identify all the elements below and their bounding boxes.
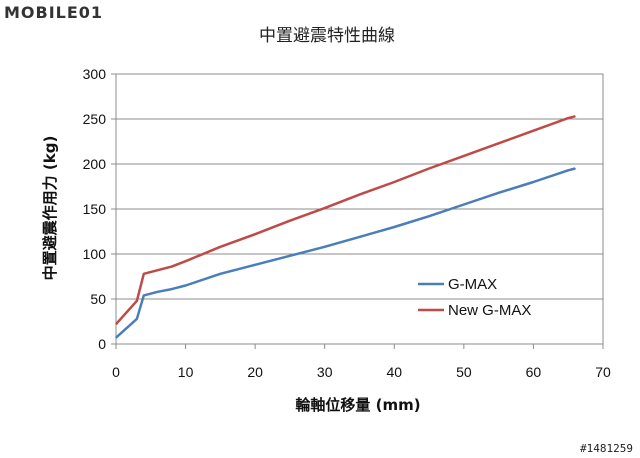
- logo-text: MOBILE01: [4, 3, 103, 22]
- mobile01-logo: MOBILE01: [4, 3, 103, 22]
- x-tick-label: 60: [526, 364, 542, 380]
- data-point: [532, 130, 535, 132]
- data-point: [115, 337, 117, 339]
- x-tick-label: 20: [247, 364, 263, 380]
- data-point: [136, 300, 138, 302]
- data-point: [498, 192, 500, 194]
- data-point: [393, 181, 395, 183]
- series-line-g-max: [115, 167, 576, 339]
- data-point: [532, 181, 535, 183]
- data-point: [219, 273, 221, 275]
- data-point: [184, 284, 187, 287]
- legend: G-MAX New G-MAX: [418, 276, 531, 319]
- data-point: [567, 117, 569, 119]
- data-point: [393, 226, 395, 228]
- data-point: [463, 155, 465, 157]
- x-tick-label: 10: [178, 364, 194, 380]
- y-tick-label: 300: [83, 66, 107, 82]
- data-point: [289, 220, 291, 222]
- x-tick-label: 0: [112, 364, 120, 380]
- x-tick-label: 40: [386, 364, 402, 380]
- y-axis-ticks: 0 50 100 150 200 250 300: [83, 66, 116, 352]
- plot-area: [115, 73, 604, 345]
- y-tick-label: 100: [83, 246, 107, 262]
- data-point: [171, 266, 173, 268]
- data-point: [324, 246, 326, 248]
- chart-title: 中置避震特性曲線: [259, 26, 395, 46]
- data-point: [428, 215, 430, 217]
- x-tick-label: 50: [456, 364, 472, 380]
- y-tick-label: 200: [83, 156, 107, 172]
- legend-label: New G-MAX: [448, 302, 531, 319]
- data-point: [358, 194, 361, 196]
- data-point: [157, 269, 159, 271]
- data-point: [115, 323, 117, 325]
- legend-label: G-MAX: [448, 276, 497, 293]
- data-point: [219, 246, 221, 248]
- data-point: [574, 115, 576, 117]
- data-point: [143, 294, 145, 296]
- data-point: [567, 169, 569, 171]
- data-point: [254, 264, 256, 266]
- data-point: [498, 142, 500, 144]
- y-axis-label: 中置避震作用力 (kg): [41, 136, 59, 281]
- data-point: [184, 260, 187, 262]
- watermark-id: #1481259: [580, 442, 633, 455]
- data-point: [324, 207, 326, 209]
- data-point: [157, 291, 159, 293]
- y-tick-label: 50: [90, 291, 106, 307]
- data-point: [254, 233, 256, 235]
- data-point: [171, 288, 173, 290]
- data-point: [463, 203, 465, 206]
- x-tick-label: 70: [595, 364, 611, 380]
- data-point: [358, 236, 361, 238]
- data-point: [428, 167, 430, 170]
- data-point: [574, 167, 576, 170]
- data-point: [136, 318, 138, 320]
- gridlines: [116, 118, 603, 300]
- series-line-new-g-max: [115, 115, 576, 326]
- y-tick-label: 0: [98, 336, 106, 352]
- data-point: [289, 255, 291, 257]
- x-axis-ticks: 0 10 20 30 40 50 60 70: [112, 344, 611, 380]
- data-point: [143, 273, 145, 275]
- series-lines: [115, 115, 576, 339]
- y-tick-label: 250: [83, 111, 107, 127]
- x-tick-label: 30: [317, 364, 333, 380]
- x-axis-label: 輪軸位移量 (mm): [295, 396, 420, 414]
- y-tick-label: 150: [83, 201, 107, 217]
